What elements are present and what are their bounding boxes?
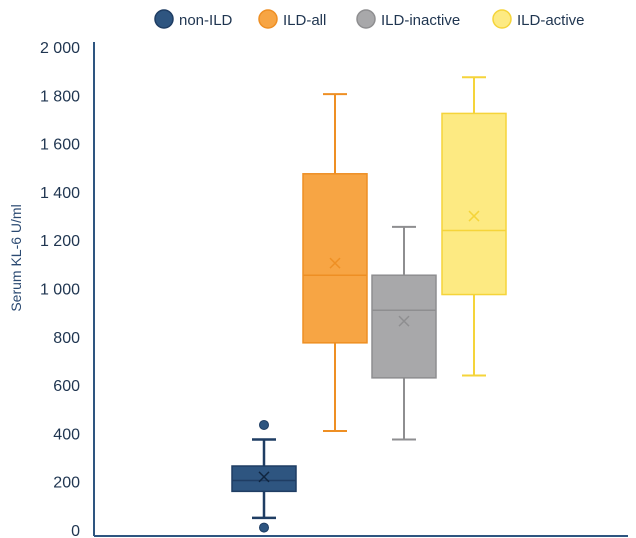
y-tick-label: 800: [53, 330, 80, 347]
y-tick-label: 1 400: [40, 185, 80, 202]
legend-label: ILD-active: [517, 12, 585, 29]
legend: non-ILD ILD-all ILD-inactive ILD-active: [154, 9, 585, 29]
box-ild-all: [302, 93, 368, 432]
y-tick-label: 2 000: [40, 40, 80, 57]
y-axis-title: Serum KL-6 U/ml: [8, 204, 24, 311]
box-non-ild: [231, 419, 297, 533]
legend-swatch: [356, 9, 376, 29]
legend-item-ild-all: ILD-all: [258, 9, 326, 29]
iqr-box: [441, 112, 507, 296]
legend-swatch: [258, 9, 278, 29]
y-tick-label: 1 800: [40, 88, 80, 105]
iqr-box: [231, 465, 297, 493]
legend-label: non-ILD: [179, 12, 233, 29]
legend-item-non-ild: non-ILD: [154, 9, 233, 29]
box-ild-inactive: [371, 225, 437, 441]
mean-marker: [468, 210, 480, 222]
legend-item-ild-inactive: ILD-inactive: [356, 9, 460, 29]
y-tick-label: 0: [71, 523, 80, 538]
mean-marker: [258, 471, 270, 483]
legend-swatch: [154, 9, 174, 29]
legend-label: ILD-inactive: [381, 12, 460, 29]
mean-marker: [398, 315, 410, 327]
legend-item-ild-active: ILD-active: [492, 9, 585, 29]
iqr-box: [371, 274, 437, 379]
boxes: [231, 76, 507, 533]
y-tick-label: 1 600: [40, 137, 80, 154]
y-tick-label: 600: [53, 378, 80, 395]
y-tick-label: 1 200: [40, 233, 80, 250]
legend-swatch: [492, 9, 512, 29]
y-tick-label: 200: [53, 475, 80, 492]
outlier-point: [259, 419, 269, 430]
iqr-box: [302, 173, 368, 344]
mean-marker: [329, 257, 341, 269]
box-ild-active: [441, 76, 507, 377]
y-tick-label: 1 000: [40, 282, 80, 299]
y-axis: 0 200 400 600 800 1 000 1 200 1 400 1 600 1 800 2 …: [40, 40, 80, 538]
y-tick-label: 400: [53, 426, 80, 443]
outlier-point: [259, 522, 269, 533]
legend-label: ILD-all: [283, 12, 326, 29]
